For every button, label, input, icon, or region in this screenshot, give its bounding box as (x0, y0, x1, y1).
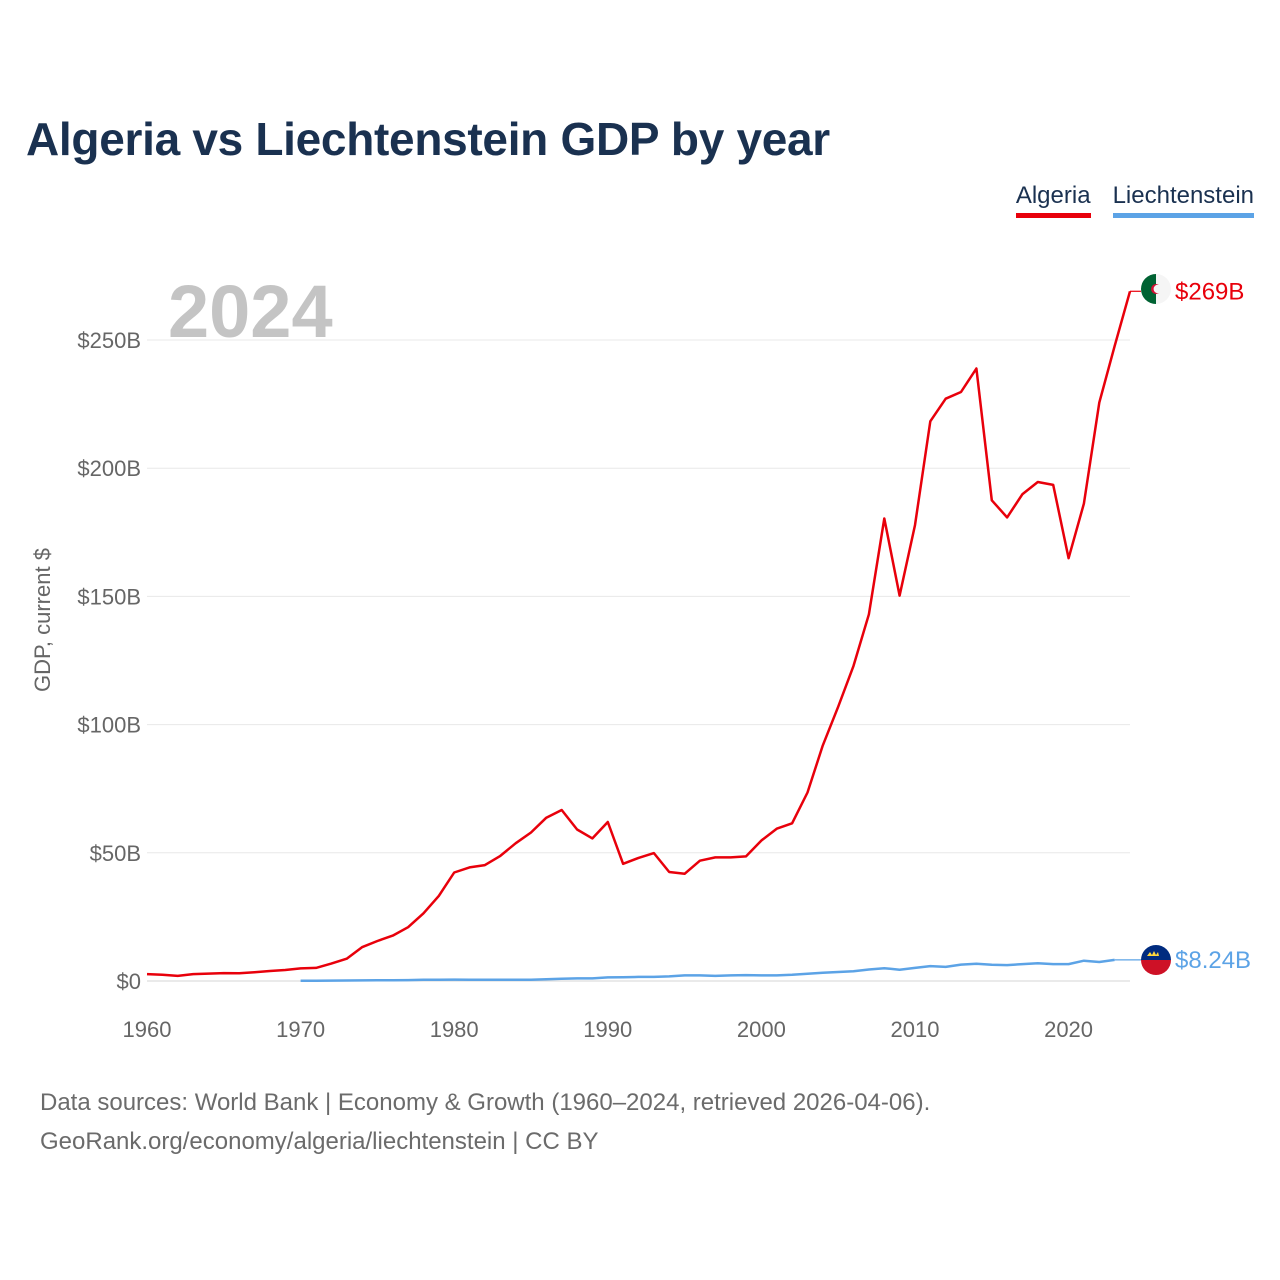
y-axis-label: GDP, current $ (30, 548, 55, 692)
x-tick-label: 1980 (430, 1017, 479, 1042)
liechtenstein-end-label: $8.24B (1175, 947, 1251, 974)
y-tick-label: $200B (77, 456, 141, 481)
legend: Algeria Liechtenstein (1015, 182, 1254, 218)
source-url[interactable]: GeoRank.org/economy/algeria/liechtenstei… (40, 1128, 599, 1155)
legend-item-liechtenstein[interactable]: Liechtenstein (1112, 182, 1254, 218)
footer: Data sources: World Bank | Economy & Gro… (40, 1083, 930, 1161)
liechtenstein-series-line (300, 958, 1115, 982)
x-tick-label: 2020 (1044, 1017, 1093, 1042)
x-tick-label: 1960 (123, 1017, 172, 1042)
y-axis-ticks: $0 $50B $100B $150B $200B $250B (77, 328, 141, 994)
y-tick-label: $150B (77, 584, 141, 609)
legend-item-algeria[interactable]: Algeria (1015, 182, 1091, 218)
x-tick-label: 2010 (890, 1017, 939, 1042)
algeria-series-line (146, 290, 1132, 978)
x-tick-label: 1990 (583, 1017, 632, 1042)
algeria-end-label: $269B (1175, 278, 1244, 305)
data-source-note: Data sources: World Bank | Economy & Gro… (40, 1089, 931, 1116)
series-group (146, 290, 1141, 982)
end-markers (1141, 274, 1171, 975)
liechtenstein-flag-icon (1141, 945, 1171, 975)
x-axis-ticks: 1960 1970 1980 1990 2000 2010 2020 (123, 1017, 1094, 1042)
y-tick-label: $0 (117, 969, 141, 994)
year-watermark: 2024 (168, 270, 333, 353)
y-tick-label: $250B (77, 328, 141, 353)
chart-title: Algeria vs Liechtenstein GDP by year (26, 113, 830, 165)
x-tick-label: 1970 (276, 1017, 325, 1042)
end-labels: $269B $8.24B (1175, 278, 1251, 974)
y-tick-label: $100B (77, 713, 141, 738)
y-tick-label: $50B (90, 841, 141, 866)
x-tick-label: 2000 (737, 1017, 786, 1042)
algeria-flag-icon (1141, 274, 1171, 304)
grid-lines (147, 339, 1130, 982)
